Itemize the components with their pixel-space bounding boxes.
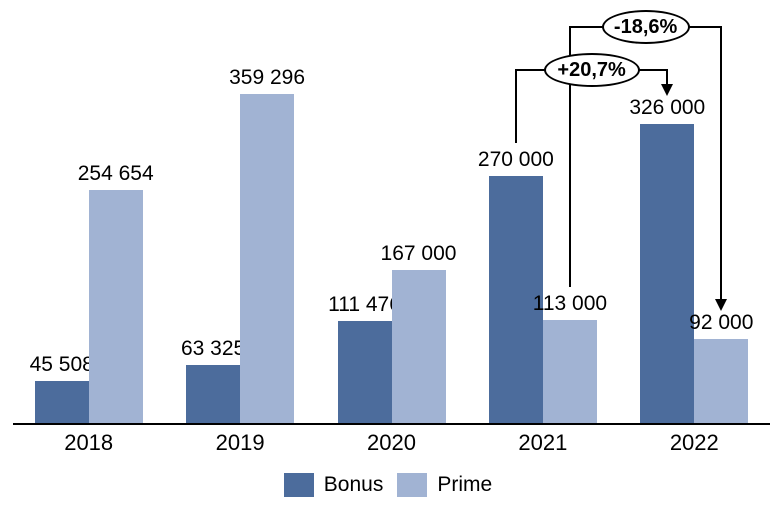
bar-bonus-2022 [640, 124, 695, 423]
value-label-bonus-2020: 111 476 [328, 292, 401, 316]
bar-prime-2020 [391, 270, 446, 423]
value-label-bonus-2022: 326 000 [629, 96, 706, 120]
x-tick-label-2019: 2019 [215, 430, 265, 455]
value-label-prime-2019: 359 296 [229, 66, 306, 89]
annotation-connector-line [514, 70, 517, 143]
legend-item-prime: Prime [397, 473, 492, 497]
bar-bonus-2019 [186, 365, 241, 423]
bar-prime-2022 [694, 338, 749, 423]
legend-label: Bonus [323, 473, 384, 496]
legend: Bonus Prime [0, 470, 776, 500]
annotation-arrow-down-icon [661, 84, 674, 97]
value-label-prime-2021: 113 000 [532, 291, 608, 315]
x-tick-label-2018: 2018 [64, 430, 114, 455]
x-tick-label-2022: 2022 [669, 430, 719, 455]
x-tick-label-2021: 2021 [518, 430, 568, 455]
value-label-prime-2018: 254 654 [77, 161, 154, 185]
value-label-bonus-2018: 45 508 [29, 353, 94, 377]
legend-item-bonus: Bonus [283, 473, 384, 497]
x-axis-line [13, 423, 770, 425]
bar-bonus-2021 [488, 175, 543, 423]
value-label-bonus-2021: 270 000 [477, 147, 554, 171]
x-tick-label-2020: 2020 [367, 430, 416, 455]
annotation-connector-line [568, 27, 571, 287]
annotation-connector-line [720, 27, 723, 301]
annotation-connector-line [666, 70, 669, 87]
bar-prime-2021 [542, 319, 597, 423]
bar-prime-2018 [88, 189, 143, 423]
legend-label: Prime [437, 473, 493, 496]
legend-swatch-prime [397, 473, 428, 497]
legend-swatch-bonus [283, 473, 314, 497]
value-label-prime-2022: 92 000 [689, 310, 754, 334]
value-label-prime-2020: 167 000 [380, 242, 457, 266]
annotation-arrow-down-icon [715, 298, 728, 311]
bar-bonus-2020 [337, 320, 392, 423]
bar-bonus-2018 [34, 381, 89, 423]
value-label-bonus-2019: 63 325 [180, 337, 246, 360]
bar-prime-2019 [240, 94, 295, 423]
annotation-badge-decrease: -18,6% [601, 10, 690, 44]
annotation-badge-increase: +20,7% [543, 53, 640, 87]
